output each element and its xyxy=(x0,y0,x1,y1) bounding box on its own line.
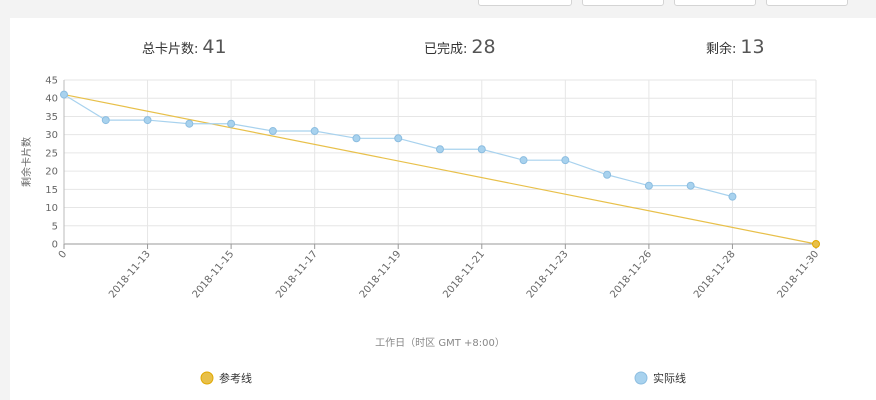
y-tick-label: 40 xyxy=(45,94,58,105)
legend-reference[interactable]: 参考线 xyxy=(200,371,252,385)
legend-reference-label: 参考线 xyxy=(219,371,252,385)
stat-done-label: 已完成: xyxy=(424,42,468,57)
reference-point xyxy=(812,240,820,248)
actual-point xyxy=(436,145,444,154)
legend-reference-icon xyxy=(200,371,214,385)
chart-axes: 0 5 10 15 20 25 30 35 40 45 0 2018-11-13 2018-11-15 2… xyxy=(45,76,821,301)
x-tick-label: 2018-11-28 xyxy=(692,249,738,301)
reference-line xyxy=(63,93,817,245)
x-tick-label: 0 xyxy=(57,249,70,261)
actual-point xyxy=(728,192,737,201)
actual-point xyxy=(185,119,194,128)
actual-point xyxy=(561,156,570,165)
toolbar-button-2[interactable] xyxy=(582,0,664,6)
y-tick-label: 0 xyxy=(52,240,58,251)
y-tick-label: 25 xyxy=(45,148,58,159)
actual-point xyxy=(686,181,695,190)
y-tick-label: 30 xyxy=(45,130,58,141)
x-tick-label: 2018-11-21 xyxy=(441,249,487,301)
actual-point xyxy=(143,116,152,125)
x-tick-label: 2018-11-19 xyxy=(358,249,404,301)
toolbar-button-3[interactable] xyxy=(674,0,756,6)
x-tick-label: 2018-11-30 xyxy=(776,249,822,301)
actual-point xyxy=(268,127,277,136)
stat-remaining: 剩余: 13 xyxy=(706,36,765,58)
legend-actual[interactable]: 实际线 xyxy=(634,371,686,385)
legend-actual-label: 实际线 xyxy=(653,371,686,385)
y-tick-label: 20 xyxy=(45,167,58,178)
actual-point xyxy=(60,90,68,99)
actual-point xyxy=(310,127,319,136)
toolbar-button-1[interactable] xyxy=(478,0,572,6)
actual-point xyxy=(644,181,653,190)
stat-remaining-label: 剩余: xyxy=(706,42,737,57)
actual-point xyxy=(101,116,110,125)
y-axis-label: 剩余卡片数 xyxy=(20,137,33,187)
stat-total: 总卡片数: 41 xyxy=(142,36,227,58)
actual-point xyxy=(394,134,403,143)
actual-point xyxy=(352,134,361,143)
y-tick-label: 15 xyxy=(45,185,58,196)
x-tick-label: 2018-11-26 xyxy=(608,249,654,301)
actual-point xyxy=(603,170,612,179)
chart-legend: 参考线 实际线 xyxy=(200,371,686,385)
burndown-panel xyxy=(10,18,876,400)
y-tick-label: 45 xyxy=(45,76,58,87)
actual-point xyxy=(227,119,236,128)
x-tick-label: 2018-11-15 xyxy=(191,249,237,301)
stat-total-value: 41 xyxy=(202,36,227,58)
stat-done: 已完成: 28 xyxy=(424,36,496,58)
actual-point xyxy=(519,156,528,165)
y-tick-label: 35 xyxy=(45,112,58,123)
stat-total-label: 总卡片数: xyxy=(142,42,199,57)
stat-done-value: 28 xyxy=(471,36,496,58)
x-tick-label: 2018-11-23 xyxy=(525,249,571,301)
toolbar-button-4[interactable] xyxy=(766,0,848,6)
chart-series xyxy=(60,90,820,248)
x-tick-label: 2018-11-17 xyxy=(274,249,320,301)
y-tick-label: 5 xyxy=(52,221,58,232)
y-tick-label: 10 xyxy=(45,203,58,214)
legend-actual-icon xyxy=(634,371,648,385)
actual-point xyxy=(477,145,486,154)
x-tick-label: 2018-11-13 xyxy=(107,249,153,301)
stat-remaining-value: 13 xyxy=(740,36,765,58)
x-axis-label: 工作日（时区 GMT +8:00） xyxy=(375,337,505,349)
chart-grid xyxy=(63,79,817,245)
